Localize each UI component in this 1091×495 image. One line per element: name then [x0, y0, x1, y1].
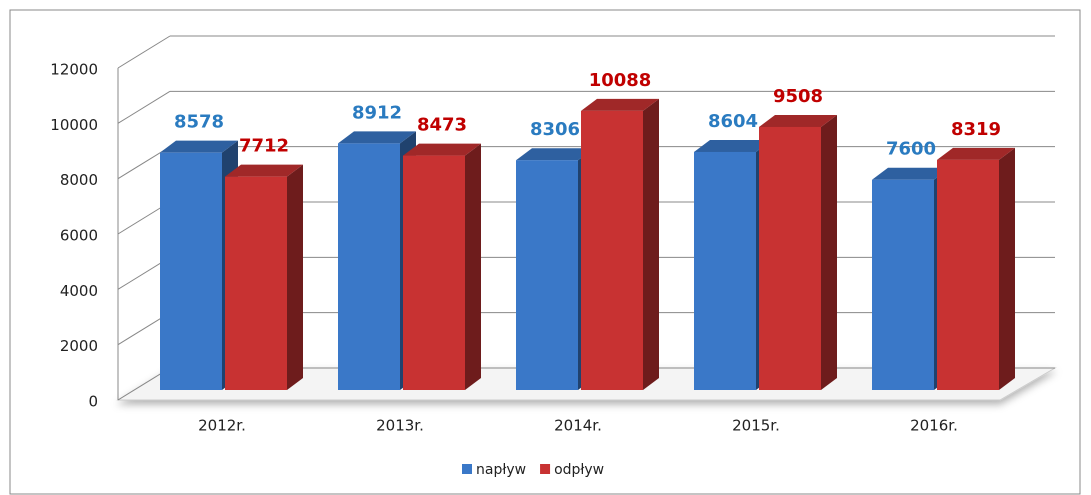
bar-side: [643, 98, 659, 390]
y-tick-label: 4000: [60, 282, 98, 300]
bar-top: [937, 147, 1015, 160]
y-tick-label: 0: [88, 393, 98, 411]
bar-side: [821, 114, 837, 390]
y-tick-label: 12000: [50, 61, 98, 79]
bar-top: [516, 148, 594, 161]
bar-front: [759, 126, 821, 390]
bar-front: [516, 160, 578, 390]
grid-line: [117, 35, 171, 69]
bar-top: [338, 131, 416, 144]
bar: [581, 98, 659, 390]
bar-top: [694, 139, 772, 152]
data-label: 10088: [589, 70, 652, 91]
x-tick-label: 2012r.: [198, 417, 246, 435]
bar-front: [694, 151, 756, 390]
bar-top: [160, 140, 238, 153]
bar-top: [403, 143, 481, 156]
bar-front: [872, 179, 934, 390]
y-tick-label: 6000: [60, 227, 98, 245]
bar-top: [759, 114, 837, 127]
legend-label: odpływ: [554, 462, 604, 478]
bar-top: [225, 164, 303, 177]
data-label: 8604: [708, 111, 758, 132]
bar-front: [160, 152, 222, 390]
grid-line: [117, 90, 171, 124]
bar-side: [287, 164, 303, 390]
x-tick-label: 2014r.: [554, 417, 602, 435]
legend-label: napływ: [476, 462, 526, 478]
y-tick-label: 10000: [50, 116, 98, 134]
bar-front: [403, 155, 465, 390]
y-tick-label: 8000: [60, 171, 98, 189]
x-tick-label: 2013r.: [376, 417, 424, 435]
bar: [225, 164, 303, 390]
bar-front: [581, 110, 643, 390]
data-label: 7600: [886, 139, 936, 160]
data-label: 7712: [239, 136, 289, 157]
bar: [403, 143, 481, 390]
bar-front: [937, 159, 999, 390]
data-label: 8578: [174, 112, 224, 133]
x-tick-label: 2015r.: [732, 417, 780, 435]
legend-swatch: [540, 464, 551, 474]
bar: [759, 114, 837, 390]
data-label: 8319: [951, 119, 1001, 140]
legend-swatch: [462, 464, 472, 474]
data-label: 8912: [352, 102, 402, 123]
data-label: 8473: [417, 115, 467, 136]
bar-side: [999, 147, 1015, 390]
bar-side: [465, 143, 481, 390]
bar-top: [581, 98, 659, 111]
bar: [937, 147, 1015, 390]
bar-top: [872, 167, 950, 180]
bar-front: [225, 176, 287, 390]
x-tick-label: 2016r.: [910, 417, 958, 435]
bar-front: [338, 143, 400, 390]
data-label: 8306: [530, 119, 580, 140]
y-tick-label: 2000: [60, 337, 98, 355]
data-label: 9508: [773, 86, 823, 107]
